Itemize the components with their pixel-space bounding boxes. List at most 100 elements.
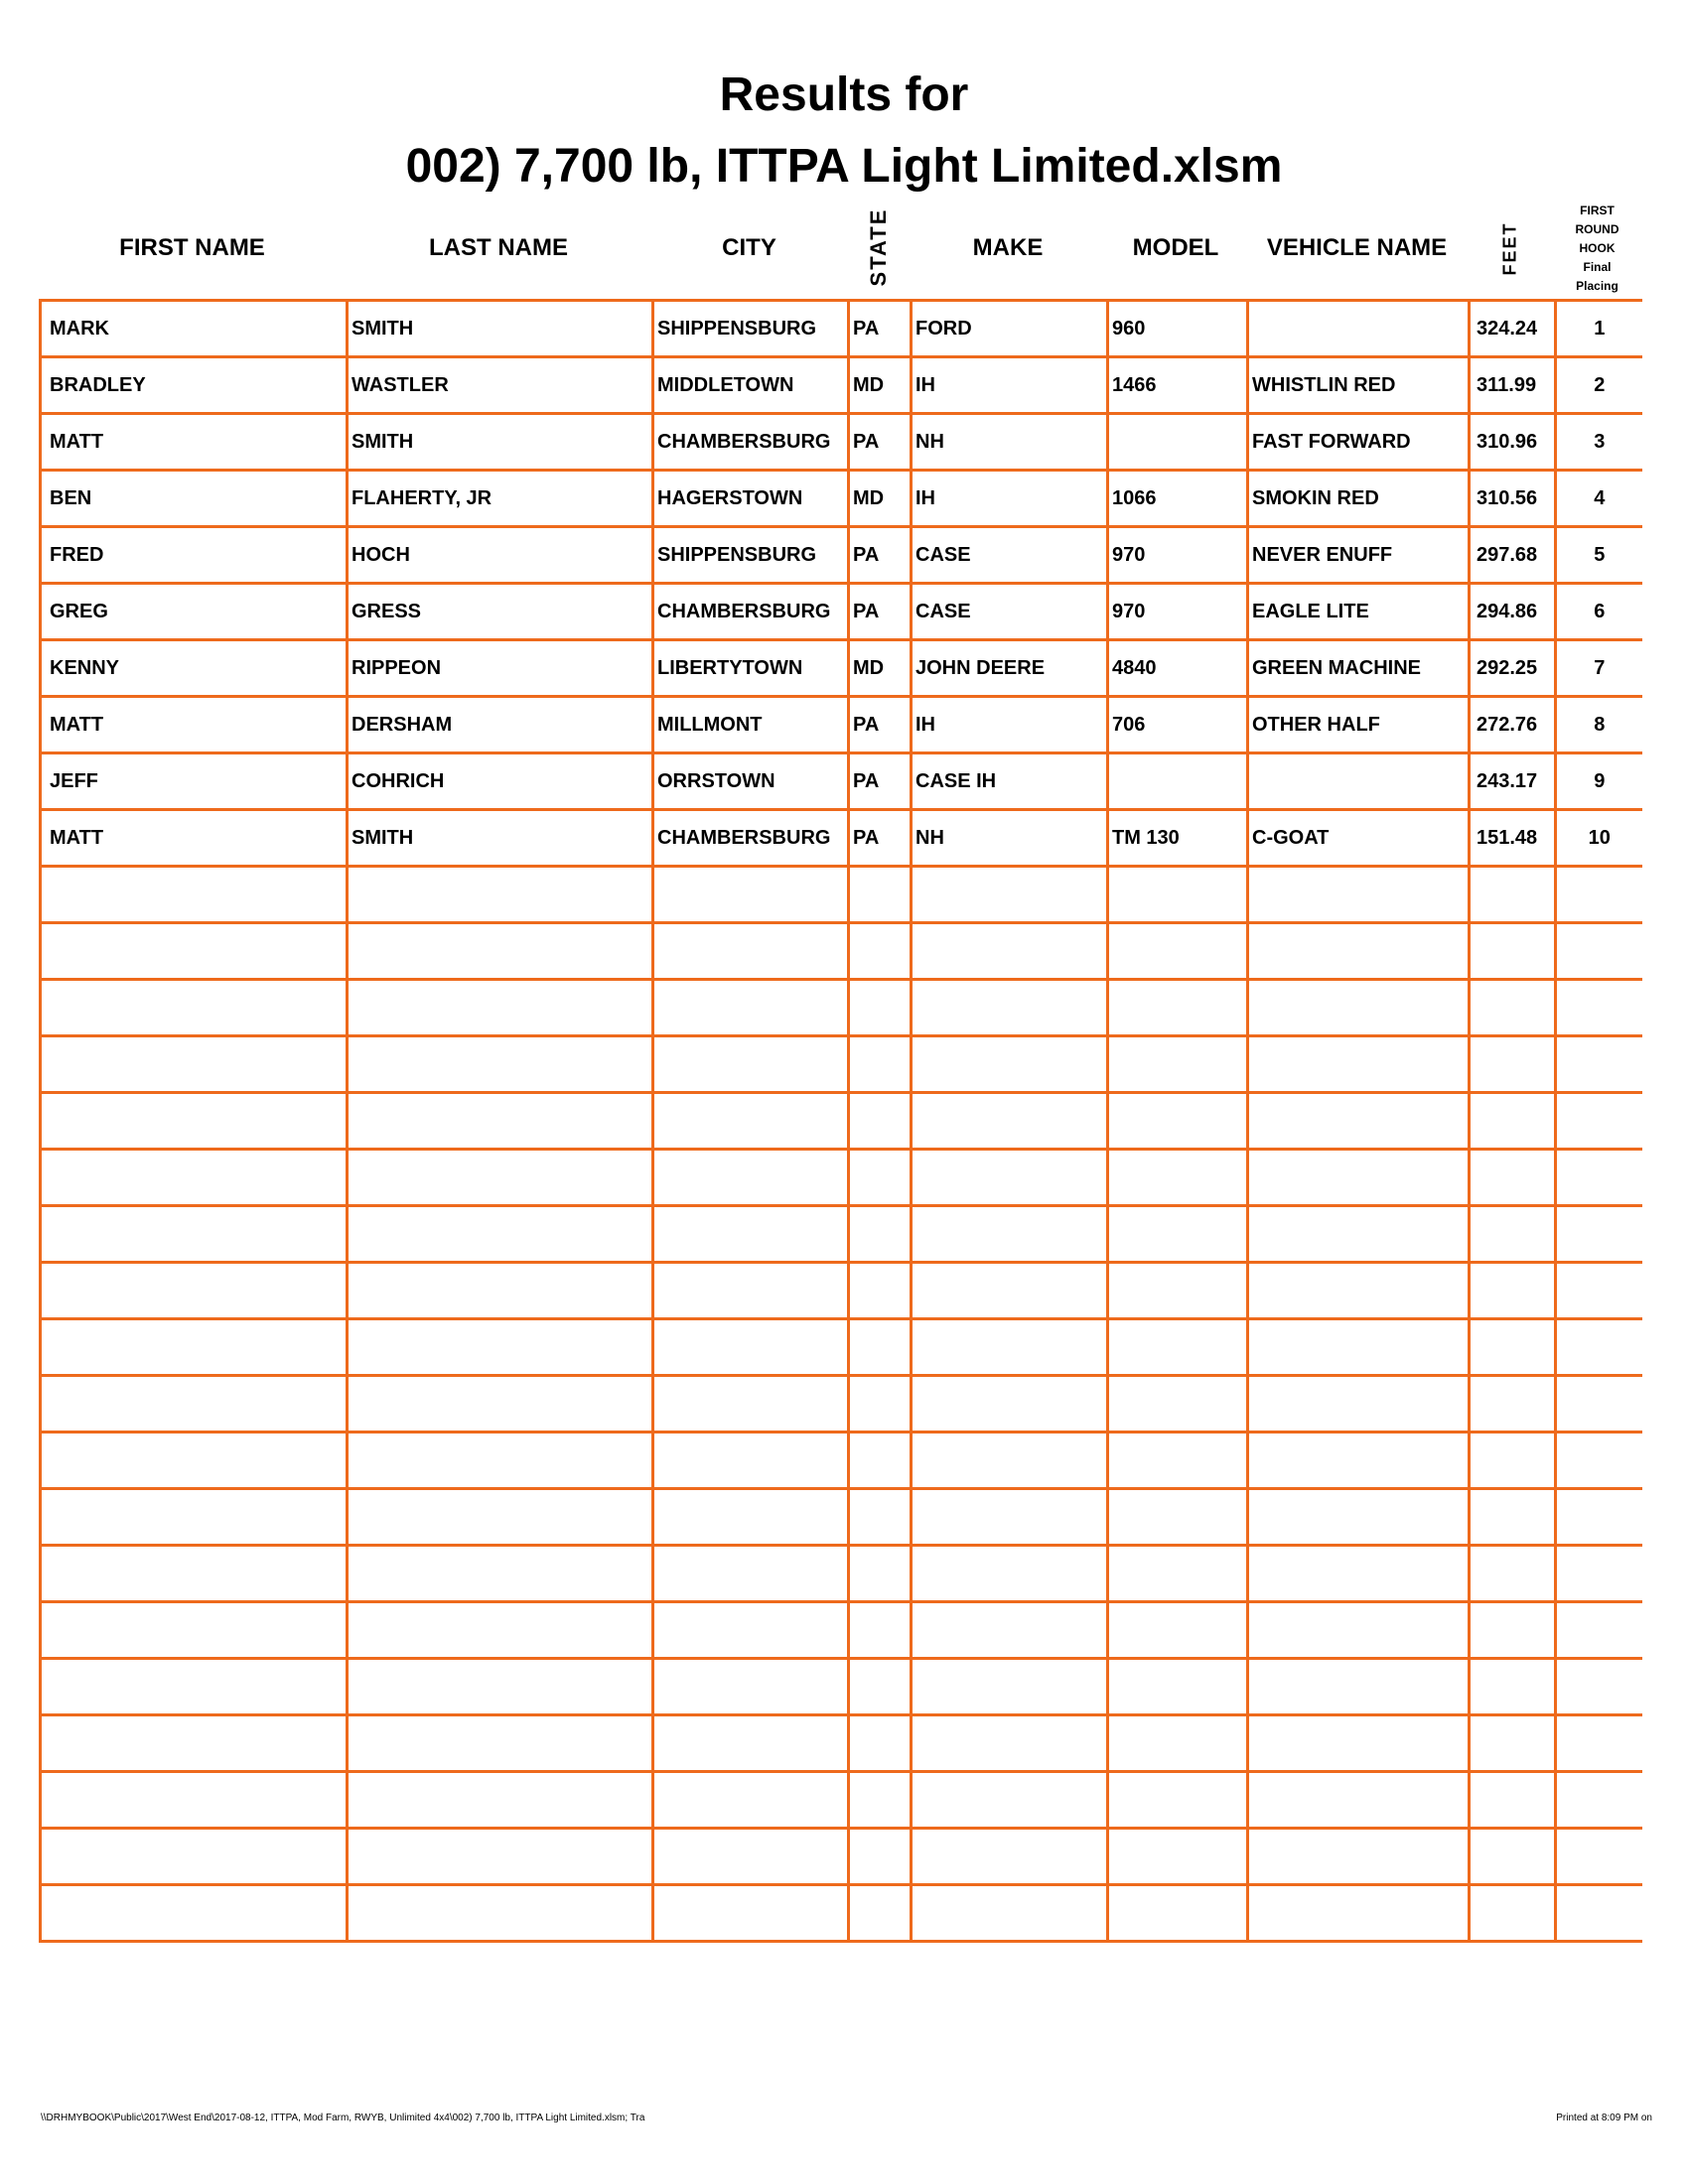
header-city: CITY: [722, 234, 776, 261]
cell-model: [1106, 1544, 1249, 1603]
cell-city: [651, 1261, 850, 1320]
cell-make: [910, 1431, 1109, 1490]
cell-first-name: [39, 1091, 349, 1151]
empty-row: [39, 921, 1642, 981]
cell-model: [1106, 1374, 1249, 1433]
cell-last-name: [346, 1827, 654, 1886]
cell-feet: [1468, 1431, 1557, 1490]
cell-first-name: [39, 1374, 349, 1433]
cell-feet: [1468, 1770, 1557, 1830]
cell-state: [847, 1657, 913, 1716]
cell-model: [1106, 1431, 1249, 1490]
cell-state: PA: [847, 525, 913, 585]
cell-feet: [1468, 1261, 1557, 1320]
cell-placing: [1554, 1827, 1642, 1886]
cell-state: PA: [847, 412, 913, 472]
cell-feet: [1468, 865, 1557, 924]
cell-feet: 310.56: [1468, 469, 1557, 528]
cell-placing: 7: [1554, 638, 1642, 698]
cell-model: [1106, 1713, 1249, 1773]
cell-feet: 324.24: [1468, 299, 1557, 358]
cell-make: IH: [910, 695, 1109, 754]
cell-make: [910, 1883, 1109, 1943]
cell-last-name: [346, 1261, 654, 1320]
footer-path: \\DRHMYBOOK\Public\2017\West End\2017-08…: [41, 2113, 645, 2123]
cell-vehicle-name: [1246, 1657, 1471, 1716]
cell-state: [847, 1317, 913, 1377]
cell-vehicle-name: [1246, 1827, 1471, 1886]
cell-first-name: [39, 1034, 349, 1094]
table-row: MATT SMITH CHAMBERSBURG PA NH TM 130 C-GOAT 151…: [39, 808, 1642, 868]
cell-first-name: KENNY: [39, 638, 349, 698]
cell-model: 4840: [1106, 638, 1249, 698]
header-placing: FIRST ROUND HOOK Final Placing: [1554, 202, 1640, 296]
cell-make: NH: [910, 808, 1109, 868]
cell-city: [651, 1431, 850, 1490]
empty-row: [39, 1600, 1642, 1660]
cell-vehicle-name: [1246, 1034, 1471, 1094]
cell-model: [1106, 1148, 1249, 1207]
cell-last-name: HOCH: [346, 525, 654, 585]
cell-first-name: MATT: [39, 808, 349, 868]
cell-vehicle-name: [1246, 865, 1471, 924]
cell-city: ORRSTOWN: [651, 751, 850, 811]
cell-vehicle-name: [1246, 1091, 1471, 1151]
empty-row: [39, 1431, 1642, 1490]
cell-vehicle-name: GREEN MACHINE: [1246, 638, 1471, 698]
cell-placing: [1554, 865, 1642, 924]
footer-printed: Printed at 8:09 PM on: [1556, 2113, 1652, 2123]
cell-first-name: MATT: [39, 695, 349, 754]
cell-placing: 8: [1554, 695, 1642, 754]
cell-make: [910, 1487, 1109, 1547]
cell-feet: [1468, 1883, 1557, 1943]
cell-model: [1106, 1883, 1249, 1943]
cell-city: HAGERSTOWN: [651, 469, 850, 528]
cell-make: IH: [910, 355, 1109, 415]
cell-state: [847, 1431, 913, 1490]
cell-city: [651, 1034, 850, 1094]
cell-make: [910, 1657, 1109, 1716]
cell-first-name: [39, 1713, 349, 1773]
cell-city: [651, 1091, 850, 1151]
cell-city: CHAMBERSBURG: [651, 412, 850, 472]
cell-vehicle-name: [1246, 751, 1471, 811]
cell-feet: [1468, 1713, 1557, 1773]
cell-last-name: [346, 1431, 654, 1490]
cell-city: [651, 1148, 850, 1207]
cell-placing: 6: [1554, 582, 1642, 641]
cell-state: [847, 1487, 913, 1547]
cell-first-name: JEFF: [39, 751, 349, 811]
cell-vehicle-name: [1246, 1261, 1471, 1320]
cell-first-name: [39, 1204, 349, 1264]
table-row: BRADLEY WASTLER MIDDLETOWN MD IH 1466 WHISTLIN…: [39, 355, 1642, 415]
cell-state: PA: [847, 751, 913, 811]
cell-placing: 4: [1554, 469, 1642, 528]
cell-model: 970: [1106, 525, 1249, 585]
cell-model: 1066: [1106, 469, 1249, 528]
cell-state: [847, 1827, 913, 1886]
empty-row: [39, 1883, 1642, 1943]
cell-city: SHIPPENSBURG: [651, 299, 850, 358]
cell-make: [910, 1600, 1109, 1660]
cell-state: [847, 865, 913, 924]
cell-last-name: [346, 1148, 654, 1207]
cell-first-name: MARK: [39, 299, 349, 358]
cell-city: [651, 1204, 850, 1264]
cell-feet: 311.99: [1468, 355, 1557, 415]
cell-city: [651, 1883, 850, 1943]
cell-feet: [1468, 1204, 1557, 1264]
table-row: JEFF COHRICH ORRSTOWN PA CASE IH 243.17 9: [39, 751, 1642, 811]
cell-last-name: [346, 1374, 654, 1433]
cell-placing: [1554, 1431, 1642, 1490]
cell-last-name: [346, 1770, 654, 1830]
cell-make: IH: [910, 469, 1109, 528]
cell-vehicle-name: WHISTLIN RED: [1246, 355, 1471, 415]
empty-row: [39, 1713, 1642, 1773]
cell-placing: 1: [1554, 299, 1642, 358]
cell-feet: [1468, 1827, 1557, 1886]
cell-state: PA: [847, 808, 913, 868]
cell-placing: 3: [1554, 412, 1642, 472]
cell-model: 1466: [1106, 355, 1249, 415]
cell-make: [910, 1317, 1109, 1377]
